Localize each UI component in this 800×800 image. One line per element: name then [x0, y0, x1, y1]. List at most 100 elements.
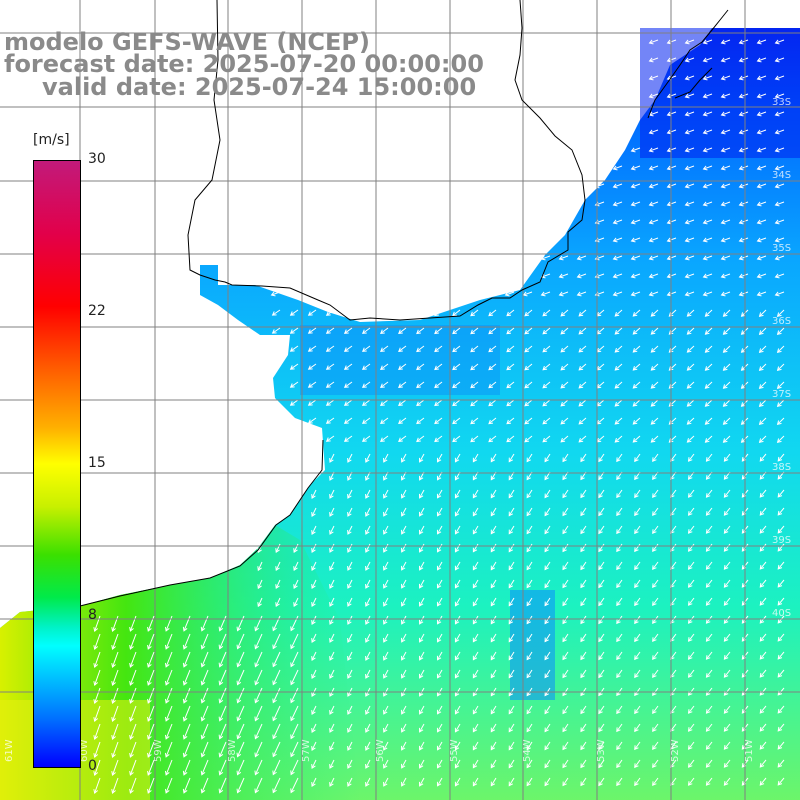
wind-arrow — [436, 651, 443, 661]
wind-arrow — [129, 723, 137, 740]
wind-arrow — [111, 687, 119, 704]
lon-label: 51W — [744, 739, 755, 762]
lon-label: 59W — [153, 739, 164, 762]
wind-arrow — [289, 381, 299, 388]
wind-arrow — [236, 741, 245, 758]
wind-arrow — [401, 741, 407, 751]
wind-arrow — [544, 597, 551, 607]
colorbar-tick: 8 — [88, 607, 97, 623]
wind-arrow — [383, 651, 389, 661]
wind-arrow — [454, 543, 461, 553]
wind-arrow — [418, 651, 425, 661]
wind-arrow — [93, 687, 101, 704]
wind-arrow — [289, 363, 299, 370]
wind-arrow — [343, 417, 353, 424]
wind-arrow — [454, 705, 461, 715]
wind-arrow — [777, 633, 785, 642]
wind-arrow — [634, 579, 641, 589]
wind-arrow — [490, 741, 497, 751]
wind-arrow — [200, 633, 209, 650]
wind-arrow — [616, 777, 623, 787]
wind-arrow — [616, 615, 623, 625]
wind-arrow — [401, 597, 407, 607]
wind-arrow — [687, 561, 695, 570]
wind-arrow — [418, 759, 425, 769]
wind-arrow — [164, 651, 173, 668]
wind-arrow — [365, 489, 371, 499]
lat-label: 34S — [772, 170, 791, 181]
wind-arrow — [544, 723, 551, 733]
wind-arrow — [666, 201, 677, 207]
wind-arrow — [93, 633, 101, 650]
wind-arrow — [343, 399, 353, 406]
wind-arrow — [436, 723, 443, 733]
wind-arrow — [524, 417, 533, 425]
wind-arrow — [648, 219, 659, 225]
wind-arrow — [684, 165, 695, 171]
wind-arrow — [506, 399, 515, 407]
wind-arrow — [738, 255, 749, 261]
wind-arrow — [307, 363, 317, 370]
wind-arrow — [347, 525, 353, 535]
wind-arrow — [218, 759, 227, 776]
wind-arrow — [307, 345, 317, 352]
wind-arrow — [418, 669, 425, 679]
wind-arrow — [684, 237, 695, 243]
wind-arrow — [347, 561, 353, 571]
wind-arrow — [293, 561, 299, 572]
wind-arrow — [524, 309, 533, 317]
wind-arrow — [580, 651, 587, 661]
wind-arrow — [616, 507, 623, 517]
wind-arrow — [598, 759, 605, 769]
wind-arrow — [93, 759, 101, 776]
wind-arrow — [383, 759, 389, 769]
wind-arrow — [275, 579, 281, 590]
wind-arrow — [756, 129, 767, 135]
wind-arrow — [380, 381, 389, 388]
wind-arrow — [218, 615, 227, 632]
wind-arrow — [325, 363, 335, 370]
wind-arrow — [598, 561, 605, 571]
lon-label: 56W — [375, 739, 386, 762]
wind-arrow — [129, 777, 137, 794]
wind-arrow — [311, 597, 317, 607]
wind-arrow — [616, 453, 623, 463]
wind-arrow — [723, 489, 731, 498]
wind-arrow — [650, 417, 659, 425]
wind-arrow — [111, 723, 119, 740]
wind-arrow — [524, 327, 533, 335]
wind-arrow — [687, 525, 695, 534]
wind-arrow — [347, 651, 353, 661]
wind-arrow — [506, 309, 515, 317]
wind-arrow — [254, 777, 263, 794]
wind-arrow — [738, 75, 749, 81]
wind-arrow — [436, 759, 443, 769]
wind-arrow — [705, 669, 713, 678]
wind-arrow — [704, 399, 713, 407]
wind-arrow — [560, 399, 569, 407]
wind-arrow — [236, 615, 245, 632]
wind-arrow — [329, 723, 335, 733]
wind-arrow — [652, 597, 659, 607]
lat-label: 37S — [772, 389, 791, 400]
wind-arrow — [454, 615, 461, 625]
wind-arrow — [182, 651, 191, 668]
wind-arrow — [93, 705, 101, 722]
wind-arrow — [490, 705, 497, 715]
wind-arrow — [634, 615, 641, 625]
wind-arrow — [580, 615, 587, 625]
wind-arrow — [383, 633, 389, 643]
wind-arrow — [578, 417, 587, 425]
wind-arrow — [454, 723, 461, 733]
wind-arrow — [544, 453, 551, 463]
wind-arrow — [436, 777, 443, 787]
wind-arrow — [290, 777, 299, 794]
wind-arrow — [311, 489, 317, 499]
wind-arrow — [218, 741, 227, 758]
wind-arrow — [722, 435, 731, 443]
wind-arrow — [598, 525, 605, 535]
wind-arrow — [598, 507, 605, 517]
wind-arrow — [634, 777, 641, 787]
wind-arrow — [612, 237, 623, 243]
wind-arrow — [454, 489, 461, 499]
